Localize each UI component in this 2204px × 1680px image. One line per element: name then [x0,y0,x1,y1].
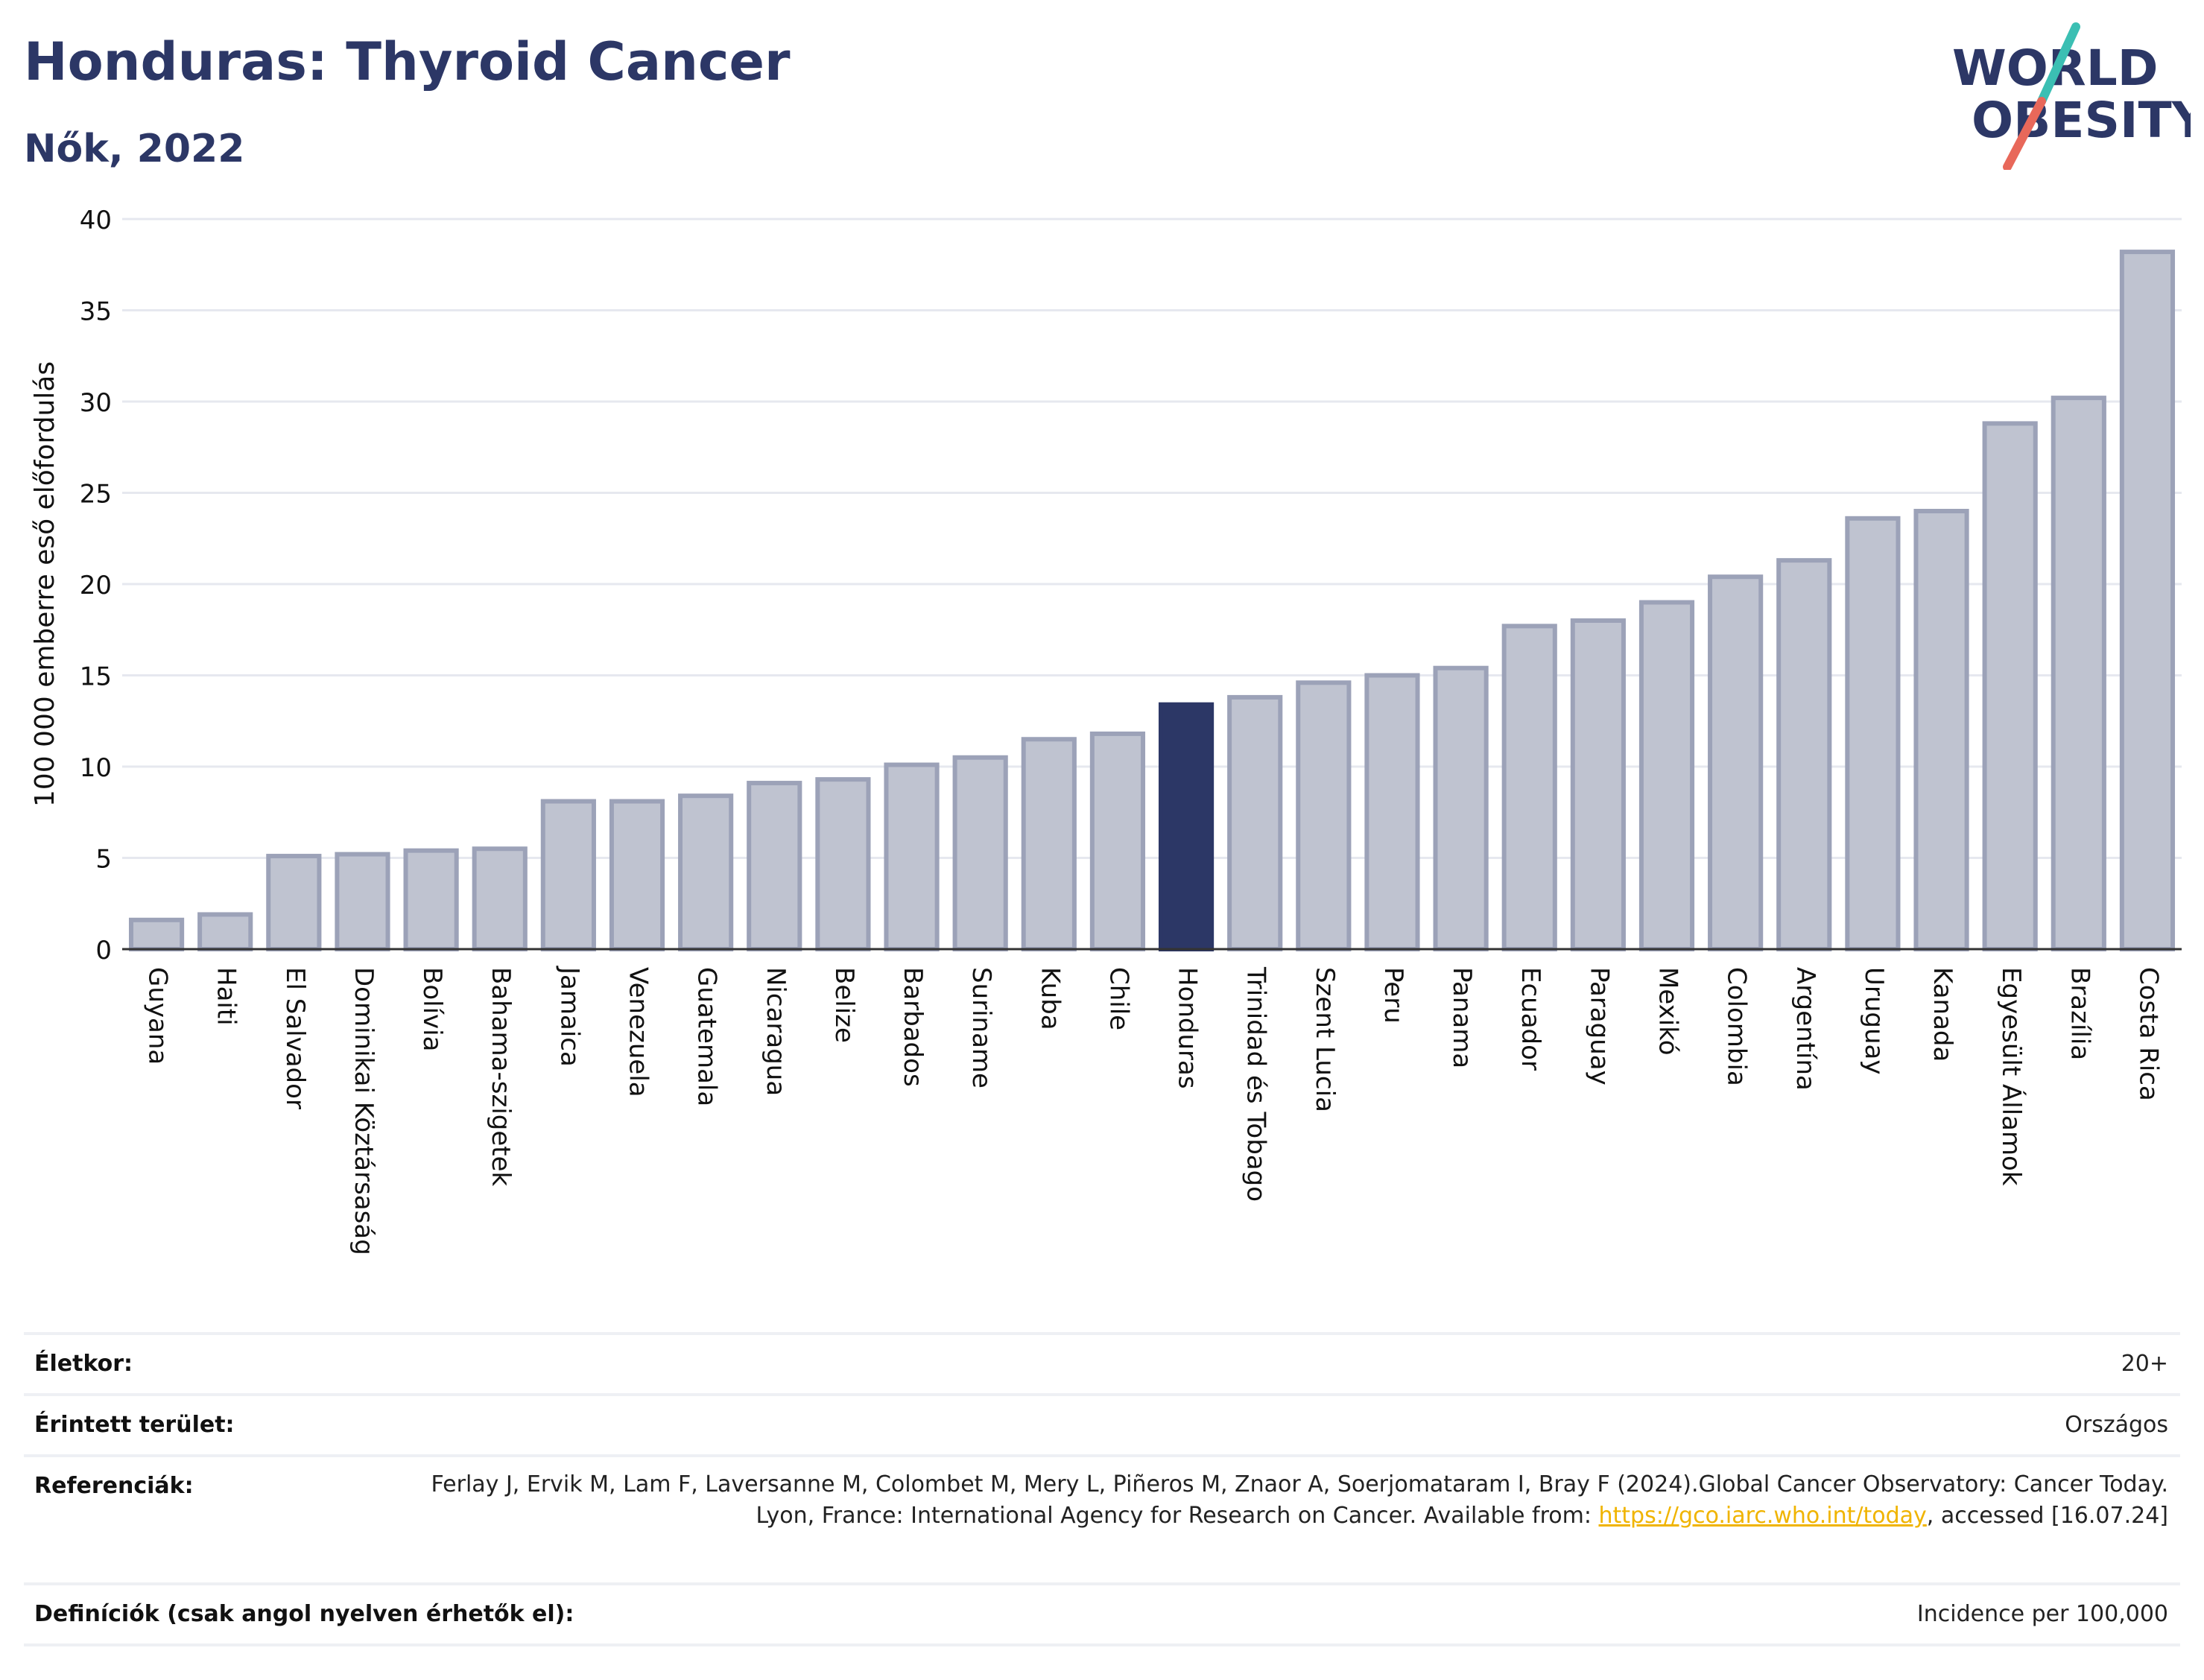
bar [952,755,1008,951]
logo-slash-top [2037,22,2080,106]
info-row-area: Érintett terület: Országos [24,1393,2180,1454]
definitions-value: Incidence per 100,000 [1916,1601,2168,1627]
x-tick-label: Peru [1378,967,1408,1024]
bar [609,799,665,951]
y-tick-label: 35 [80,297,112,327]
y-tick-labels: 0 5 10 15 20 25 30 35 40 [80,206,112,966]
bar [1982,421,2038,951]
bar [1708,574,1764,951]
bar [884,762,940,951]
x-tick-label: El Salvador [280,967,310,1109]
grid-layer [122,218,2182,859]
info-row-references: Referenciák: Ferlay J, Ervik M, Lam F, L… [24,1454,2180,1582]
x-tick-label: Kanada [1928,967,1957,1062]
x-tick-label: Jamaica [554,966,584,1067]
x-tick-label: Haiti [212,967,241,1026]
bar [1913,509,1969,951]
bar-chart: 0 5 10 15 20 25 30 35 40 Guyana Haiti El Salvador D… [30,206,2182,1255]
y-tick-label: 15 [80,662,112,692]
x-tick-label: Egyesült Államok [1996,967,2027,1186]
x-tick-label: Dominikai Köztársaság [349,967,379,1255]
x-tick-label: Guatemala [692,967,722,1106]
references-text-1: Ferlay J, Ervik M, Lam F, Laversanne M, … [431,1471,2168,1529]
bar [2051,396,2106,952]
bars-layer [128,250,2176,952]
bar [128,917,185,951]
x-tick-label: Uruguay [1859,967,1889,1075]
y-tick-label: 10 [80,753,112,783]
bar [403,848,459,952]
info-row-age: Életkor: 20+ [24,1332,2180,1393]
page-subtitle: Nők, 2022 [24,127,245,171]
x-tick-label: Mexikó [1653,967,1683,1056]
y-tick-label: 0 [95,936,112,966]
bar [1433,665,1489,951]
bar [1570,618,1626,951]
bar [747,781,802,951]
bar [335,852,390,951]
bar [1845,516,1901,951]
x-tick-label: Barbados [898,967,928,1087]
references-value: Ferlay J, Ervik M, Lam F, Laversanne M, … [380,1469,2168,1532]
x-tick-label: Honduras [1173,967,1203,1089]
bar [472,846,528,951]
x-tick-label: Panama [1447,967,1477,1068]
info-row-definitions: Definíciók (csak angol nyelven érhetők e… [24,1582,2180,1646]
bar [197,912,253,952]
x-tick-label: Brazília [2065,967,2094,1060]
bar [540,799,596,951]
x-tick-label: Guyana [143,967,173,1065]
age-value: 20+ [2121,1351,2168,1377]
bar [1021,737,1077,951]
bar [1296,680,1352,951]
bar [1638,600,1695,951]
bar [815,777,871,952]
page-title: Honduras: Thyroid Cancer [24,31,791,92]
definitions-label: Definíciók (csak angol nyelven érhetők e… [34,1601,574,1627]
logo-slash-bottom [2003,97,2046,171]
area-label: Érintett terület: [34,1412,235,1438]
x-tick-label: Chile [1103,967,1133,1030]
x-tick-label: Colombia [1722,967,1752,1086]
x-tick-label: Belize [829,967,859,1043]
references-text-2: , accessed [16.07.24] [1926,1503,2168,1529]
x-tick-label: Paraguay [1584,967,1614,1085]
x-tick-label: Bahama-szigetek [486,967,516,1187]
x-tick-label: Ecuador [1516,967,1545,1071]
bar [1501,624,1557,951]
logo-graphic: WORLD OBESITY [1952,22,2204,171]
y-tick-label: 20 [80,571,112,600]
bar [1364,673,1420,951]
y-axis-label: 100 000 emberre eső előfordulás [30,361,60,807]
x-tick-label: Kuba [1035,967,1065,1030]
bar [1227,694,1283,952]
x-tick-label: Szent Lucia [1310,967,1340,1112]
references-link[interactable]: https://gco.iarc.who.int/today [1598,1503,1927,1529]
bar [2119,250,2176,952]
bar [1158,702,1215,951]
y-tick-label: 40 [80,206,112,235]
y-tick-label: 30 [80,388,112,418]
x-tick-label: Argentína [1790,967,1820,1091]
logo-line-2: OBESITY [1972,92,2191,149]
world-obesity-logo: WORLD OBESITY [1945,21,2204,171]
x-tick-label: Nicaragua [761,967,791,1096]
bar [1089,731,1146,952]
x-tick-label: Costa Rica [2133,967,2163,1101]
x-tick-label: Trinidad és Tobago [1241,966,1271,1202]
y-tick-label: 25 [80,480,112,510]
references-label: Referenciák: [34,1473,194,1499]
bar [1776,558,1832,951]
bar [266,854,322,951]
x-tick-label: Bolívia [417,967,447,1051]
age-label: Életkor: [34,1351,133,1377]
y-tick-label: 5 [95,845,112,875]
info-table: Életkor: 20+ Érintett terület: Országos … [24,1332,2180,1646]
x-tick-label: Venezuela [624,967,653,1097]
x-tick-label: Suriname [966,967,996,1088]
x-tick-labels: Guyana Haiti El Salvador Dominikai Köztársa… [143,966,2164,1255]
bar [678,793,734,952]
area-value: Országos [2065,1412,2168,1438]
